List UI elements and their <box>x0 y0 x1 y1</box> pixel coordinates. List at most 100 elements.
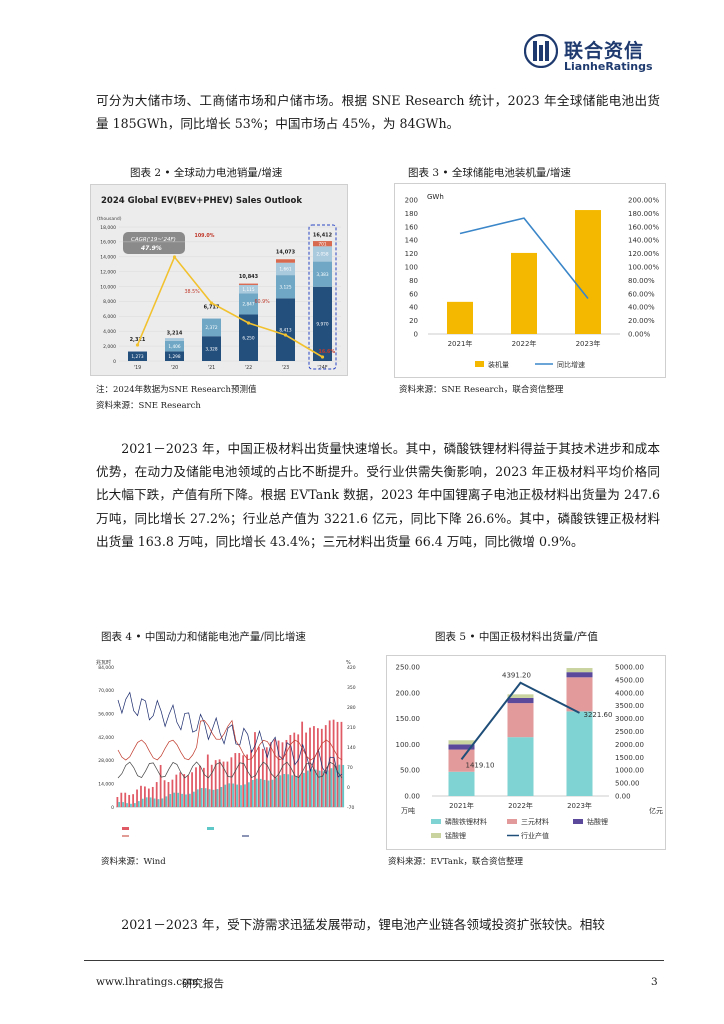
fig5-y-tick: 200.00 <box>396 689 421 697</box>
fig3-y-tick: 80 <box>409 277 418 285</box>
fig3-bar <box>511 252 537 334</box>
fig2-bar-segment <box>313 241 332 247</box>
fig4-bar-production <box>226 761 229 807</box>
fig4-y-tick: 70,000 <box>98 688 114 694</box>
fig4-y2-tick: 70 <box>347 765 353 771</box>
fig3-y-tick: 40 <box>409 304 418 312</box>
fig2-cagr-box <box>123 232 185 254</box>
fig4-bar-production <box>320 728 323 807</box>
figure-2-chart: 2024 Global EV(BEV+PHEV) Sales Outlook (… <box>90 184 348 376</box>
fig3-y-tick: 100 <box>405 264 418 272</box>
fig2-bar-segment <box>128 351 147 361</box>
fig2-y-tick: 16,000 <box>100 240 116 246</box>
fig2-y-tick: 18,000 <box>100 225 116 231</box>
fig2-cagr-value: 47.9% <box>141 245 162 252</box>
fig5-y2-tick: 4500.00 <box>615 676 644 684</box>
fig5-bar-segment <box>566 672 593 678</box>
fig5-x-tick: 2023年 <box>567 801 592 810</box>
fig2-forecast-highlight <box>308 224 337 370</box>
logo-mark-icon <box>524 34 558 68</box>
fig4-bar-storage <box>161 798 164 807</box>
fig4-bar-storage <box>216 789 219 807</box>
fig4-y-tick: 28,000 <box>98 758 114 764</box>
fig4-bar-storage <box>130 803 132 807</box>
fig4-bar-storage <box>291 775 294 807</box>
fig4-bar-production <box>206 754 209 807</box>
fig5-y-tick: 50.00 <box>400 767 420 775</box>
fig5-bar-segment <box>448 749 475 772</box>
fig5-y2-tick: 5000.00 <box>615 664 644 672</box>
fig4-y2-tick: 0 <box>347 785 350 791</box>
fig3-x-tick: 2022年 <box>512 339 537 348</box>
fig2-y-tick: 12,000 <box>100 269 116 275</box>
fig4-bar-storage <box>228 783 231 807</box>
fig5-bar-segment <box>507 703 534 738</box>
fig4-bar-storage <box>200 788 203 807</box>
fig4-bar-storage <box>275 777 278 807</box>
fig2-inner-title: 2024 Global EV(BEV+PHEV) Sales Outlook <box>101 196 302 206</box>
fig5-bar-segment <box>448 744 475 750</box>
fig4-bar-storage <box>196 789 199 807</box>
fig4-bar-production <box>202 767 205 807</box>
fig3-y2-tick: 160.00% <box>628 223 659 231</box>
fig4-bar-storage <box>318 770 321 807</box>
fig3-y-tick: 180 <box>405 210 418 218</box>
fig2-total-label: 6,717 <box>204 304 220 310</box>
fig2-total-label: 2,321 <box>130 337 146 343</box>
fig4-bar-storage <box>299 775 301 807</box>
company-logo: 联合资信 LianheRatings <box>524 34 684 76</box>
fig4-bar-storage <box>192 791 195 807</box>
fig4-bar-production <box>183 774 186 807</box>
fig4-bar-production <box>230 757 233 807</box>
fig2-growth-point <box>209 301 214 305</box>
fig5-bar-segment <box>448 740 475 745</box>
fig4-bar-storage <box>314 769 317 807</box>
fig4-bar-storage <box>283 774 286 807</box>
fig4-bar-storage <box>240 785 242 807</box>
fig4-bar-storage <box>220 786 223 807</box>
figure-2-title: 图表 2 • 全球动力电池销量/增速 <box>130 167 283 179</box>
fig4-growth-line-power <box>117 761 343 779</box>
fig4-bar-storage <box>259 778 262 807</box>
fig4-bar-production <box>163 780 166 807</box>
brand-name-en: LianheRatings <box>564 60 653 73</box>
figure-2-source: 资料来源：SNE Research <box>96 401 201 411</box>
fig4-bar-production <box>147 788 150 807</box>
fig2-segment-label: 3,328 <box>205 346 218 352</box>
fig3-growth-line <box>459 217 589 299</box>
fig2-segment-label: 6,250 <box>242 336 255 342</box>
fig4-bar-storage <box>310 769 313 807</box>
fig4-y2-tick: 210 <box>347 725 356 731</box>
fig4-y2-tick: 350 <box>347 685 356 691</box>
fig3-unit: GWh <box>427 193 444 201</box>
fig3-y2-tick: 0.00% <box>628 331 651 339</box>
fig2-x-tick: '20 <box>171 365 178 371</box>
fig5-bar-segment <box>566 668 593 673</box>
fig4-bar-storage <box>126 803 128 807</box>
fig2-bar-segment <box>165 351 184 361</box>
fig2-growth-point <box>320 355 325 359</box>
fig2-bar-segment <box>239 284 258 294</box>
fig2-total-label: 10,843 <box>239 274 259 280</box>
fig4-bar-storage <box>322 771 325 807</box>
fig4-y-tick: 84,000 <box>98 665 114 671</box>
figure-5-svg: 万吨 亿元 0.00 50.00 100.00 150.00 200.00 250.00 0… <box>396 664 664 841</box>
fig5-unit-left: 万吨 <box>401 806 415 815</box>
fig4-bar-storage <box>189 793 191 807</box>
fig5-data-label: 1419.10 <box>466 761 495 769</box>
figure-4-title: 图表 4 • 中国动力和储能电池产量/同比增速 <box>101 631 306 643</box>
fig4-bar-production <box>144 786 146 807</box>
fig2-growth-label: 38.5% <box>185 289 201 295</box>
fig4-bar-production <box>238 753 241 807</box>
fig4-bar-production <box>214 760 217 807</box>
fig3-y-tick: 60 <box>409 290 418 298</box>
figure-3-source: 资料来源：SNE Research，联合资信整理 <box>399 385 564 395</box>
fig4-bar-production <box>324 725 327 807</box>
fig4-bar-production <box>246 754 248 807</box>
fig2-total-label: 3,214 <box>167 331 183 337</box>
fig4-bar-production <box>155 782 158 807</box>
fig4-bar-production <box>340 721 343 807</box>
fig2-y-tick: 4,000 <box>103 329 116 335</box>
fig3-y-tick: 20 <box>409 317 418 325</box>
fig4-bar-production <box>140 785 142 807</box>
